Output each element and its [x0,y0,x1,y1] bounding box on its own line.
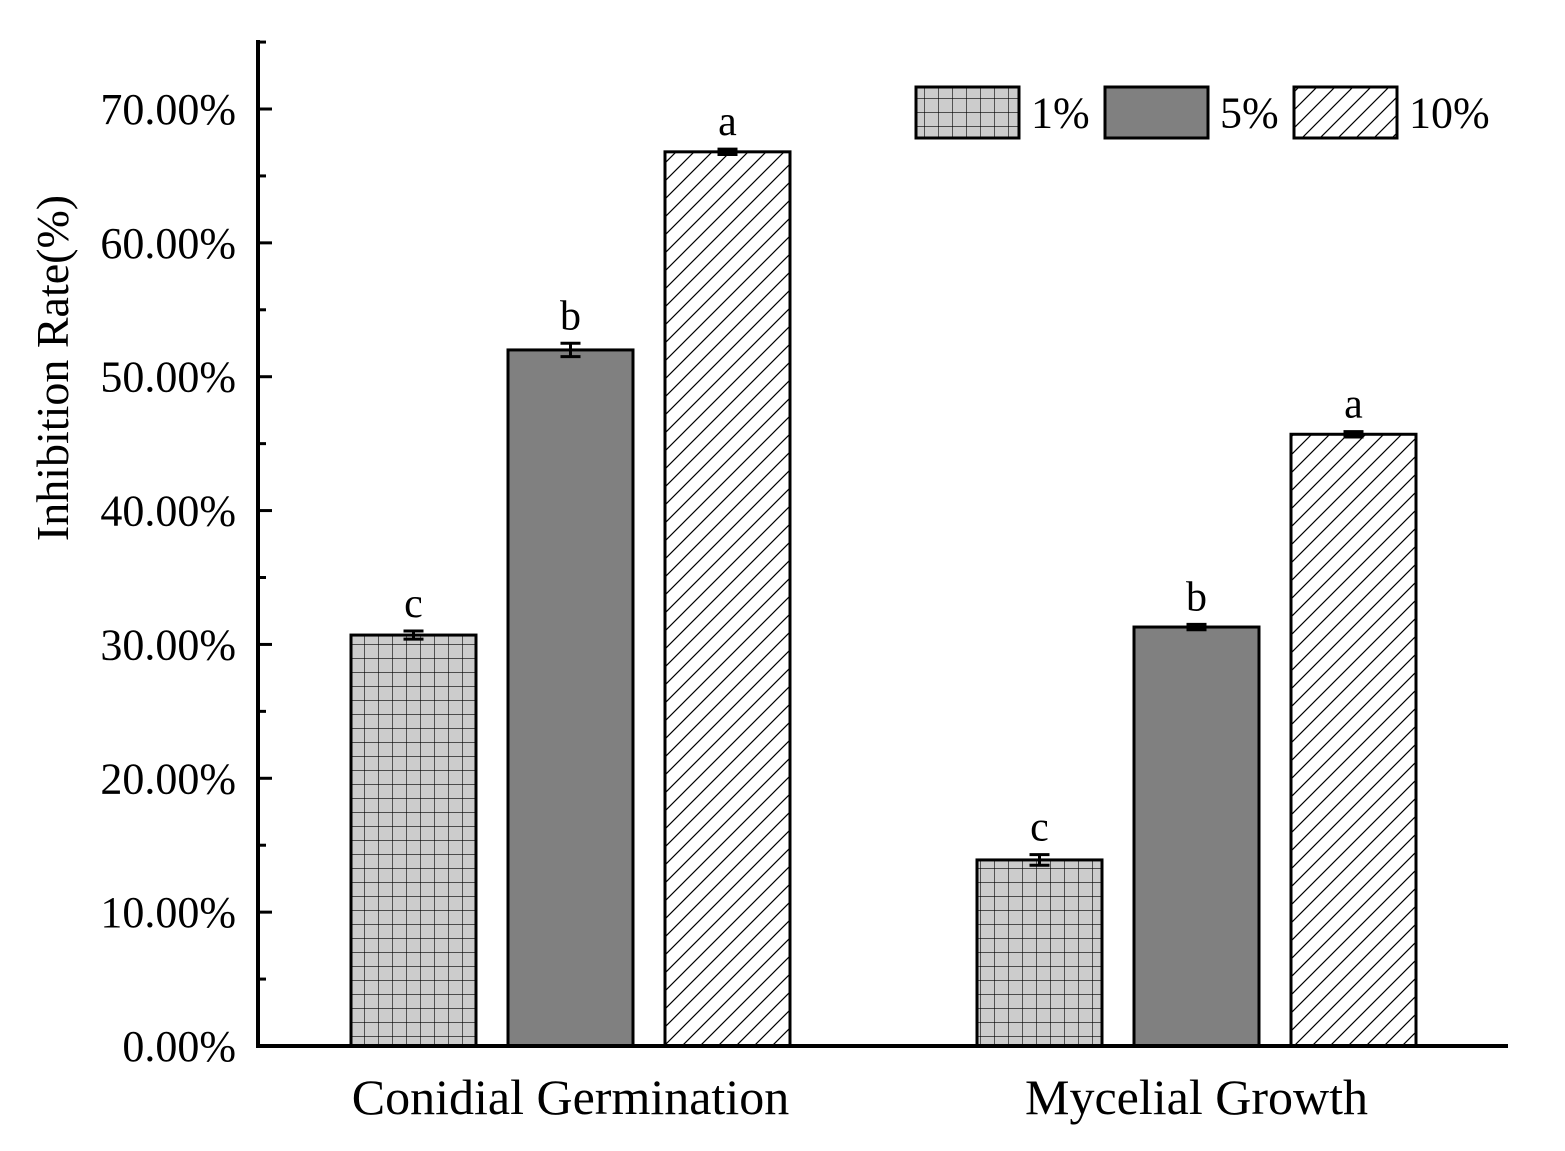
y-tick-label: 30.00% [100,620,236,669]
legend-item-5pct: 5% [1103,85,1279,140]
bar-mycelial-growth-5pct [1132,625,1261,1048]
significance-letter: c [404,581,423,627]
axes-layer: Conidial Germination Mycelial Growth 0.00%… [27,40,1508,1125]
significance-letter: b [560,293,581,339]
y-tick-label: 60.00% [100,219,236,268]
y-axis-title: Inhibition Rate(%) [27,195,78,541]
bar-conidial-germination-5pct [506,348,635,1048]
y-tick-label: 0.00% [122,1022,236,1071]
y-tick-label: 20.00% [100,754,236,803]
legend-item-10pct: 10% [1292,85,1490,140]
legend: 1% 5% 10% [914,85,1490,140]
y-tick-label: 10.00% [100,888,236,937]
error-bar [1029,853,1050,867]
bar-conidial-germination-10pct [663,150,792,1048]
legend-label: 1% [1031,89,1090,138]
significance-letter: c [1030,805,1049,851]
y-tick-label: 50.00% [100,353,236,402]
significance-letter: b [1186,574,1207,620]
error-bars-layer [403,147,1364,867]
y-tick-label: 70.00% [100,85,236,134]
y-tick-label: 40.00% [100,487,236,536]
bar-conidial-germination-1pct [349,633,478,1048]
legend-swatch [914,85,1021,140]
legend-swatch [1103,85,1210,140]
legend-swatch [1292,85,1399,140]
x-category-label: Mycelial Growth [1025,1069,1368,1125]
legend-item-1pct: 1% [914,85,1090,140]
x-category-label: Conidial Germination [352,1069,789,1125]
legend-label: 10% [1409,89,1490,138]
bars-layer [349,150,1418,1048]
legend-label: 5% [1220,89,1279,138]
error-bar [1186,622,1207,632]
error-bar [403,629,424,641]
error-bar [560,341,581,359]
significance-letters-layer: c b a c b a [404,99,1363,850]
error-bar [717,147,738,157]
bar-mycelial-growth-1pct [975,858,1104,1048]
significance-letter: a [718,99,737,145]
bar-mycelial-growth-10pct [1289,432,1418,1048]
error-bar [1343,430,1364,439]
significance-letter: a [1344,382,1363,428]
